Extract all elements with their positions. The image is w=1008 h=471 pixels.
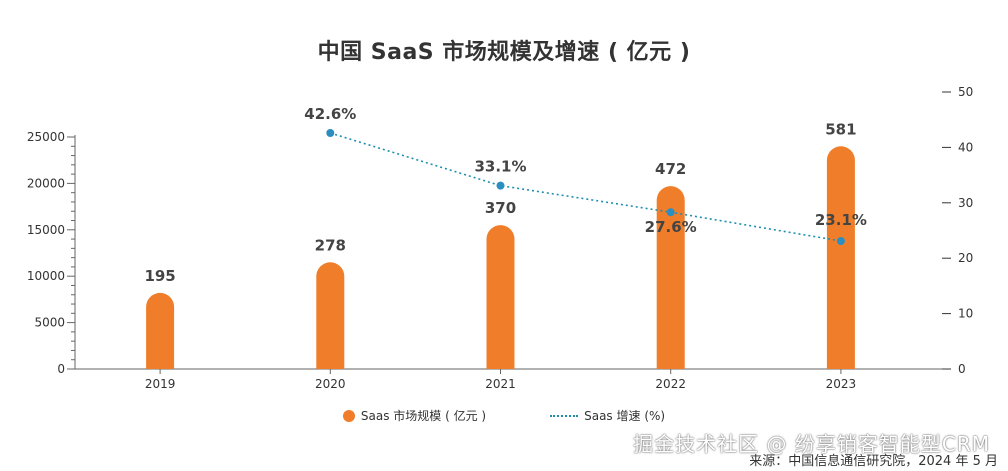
bar-2023 bbox=[826, 146, 855, 369]
watermark: 掘金技术社区 @ 纷享销客智能型CRM bbox=[633, 432, 990, 456]
x-tick-label: 2021 bbox=[485, 377, 516, 391]
right-tick-label: 0 bbox=[958, 362, 966, 376]
legend-swatch-size bbox=[342, 409, 355, 422]
right-tick-label: 40 bbox=[958, 140, 973, 154]
growth-value-label: 27.6% bbox=[645, 218, 697, 236]
growth-point bbox=[496, 181, 505, 190]
growth-value-label: 33.1% bbox=[474, 158, 526, 176]
right-tick-label: 20 bbox=[958, 251, 973, 265]
growth-value-label: 42.6% bbox=[304, 105, 356, 123]
growth-point bbox=[836, 237, 845, 246]
left-tick-label: 20000 bbox=[27, 176, 65, 190]
growth-value-label: 23.1% bbox=[815, 211, 867, 229]
left-tick-label: 0 bbox=[57, 362, 65, 376]
left-tick-label: 5000 bbox=[34, 316, 65, 330]
data-labels: 195 278 370 472 581 42.6% 33.1% 27.6% 23.1% bbox=[144, 105, 866, 285]
x-tick-label: 2022 bbox=[655, 377, 686, 391]
growth-point bbox=[326, 128, 335, 137]
source-note: 来源：中国信息通信研究院，2024 年 5 月 bbox=[749, 454, 998, 469]
legend-label-size: Saas 市场规模 ( 亿元 ) bbox=[360, 409, 487, 423]
x-tick-label: 2020 bbox=[315, 377, 346, 391]
left-tick-label: 10000 bbox=[27, 269, 65, 283]
legend-item-growth[interactable]: Saas 增速 (%) bbox=[550, 407, 665, 424]
legend-item-size[interactable]: Saas 市场规模 ( 亿元 ) bbox=[342, 407, 487, 424]
bars bbox=[146, 146, 855, 369]
growth-point bbox=[666, 208, 675, 217]
bar-value-label: 278 bbox=[315, 236, 346, 254]
right-tick-label: 50 bbox=[958, 85, 973, 99]
left-tick-label: 25000 bbox=[27, 130, 65, 144]
right-tick-label: 10 bbox=[958, 307, 973, 321]
x-tick-label: 2019 bbox=[145, 377, 176, 391]
bar-value-label: 472 bbox=[655, 160, 686, 178]
legend-label-growth: Saas 增速 (%) bbox=[584, 409, 666, 423]
bar-2021 bbox=[486, 225, 515, 369]
legend-swatch-growth bbox=[550, 414, 579, 417]
bar-2022 bbox=[656, 186, 685, 369]
bar-2019 bbox=[146, 292, 175, 369]
left-tick-label: 15000 bbox=[27, 223, 65, 237]
growth-line bbox=[326, 128, 845, 246]
legend: Saas 市场规模 ( 亿元 ) Saas 增速 (%) bbox=[0, 407, 1008, 424]
chart-title: 中国 SaaS 市场规模及增速 ( 亿元 ) bbox=[317, 40, 691, 65]
bar-value-label: 195 bbox=[144, 267, 175, 285]
bar-value-label: 370 bbox=[485, 199, 516, 217]
growth-polyline bbox=[330, 132, 842, 242]
right-tick-label: 30 bbox=[958, 196, 973, 210]
x-tick-label: 2023 bbox=[826, 377, 857, 391]
bar-value-label: 581 bbox=[825, 120, 856, 138]
bar-2020 bbox=[316, 262, 345, 369]
